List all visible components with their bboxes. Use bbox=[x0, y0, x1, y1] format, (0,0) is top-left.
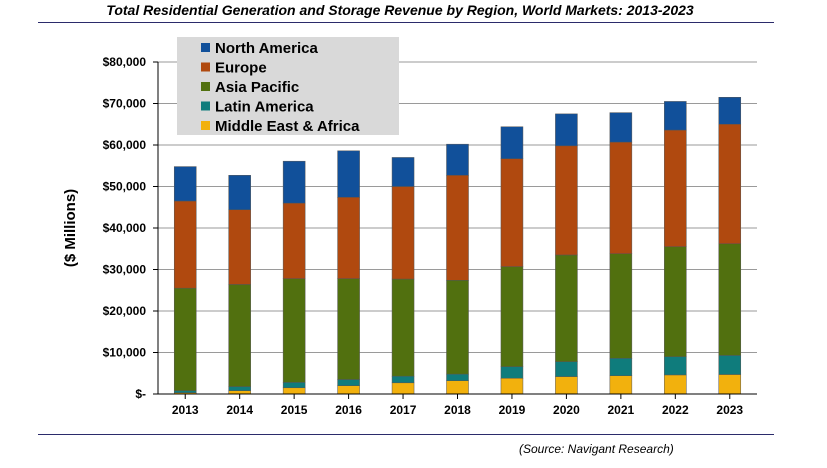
bar-segment bbox=[446, 380, 469, 395]
x-tick-label: 2021 bbox=[608, 403, 635, 417]
x-tick-label: 2019 bbox=[499, 403, 526, 417]
bar-segment bbox=[173, 390, 197, 394]
legend-box bbox=[177, 37, 399, 135]
x-tick-label: 2014 bbox=[226, 403, 253, 417]
bar-segment bbox=[555, 113, 578, 147]
x-tick-label: 2022 bbox=[662, 403, 689, 417]
bar-segment bbox=[282, 387, 306, 395]
bar-segment bbox=[391, 186, 415, 280]
bar-segment bbox=[391, 382, 415, 395]
y-tick-label: $20,000 bbox=[103, 304, 147, 318]
footer-rule bbox=[38, 434, 774, 435]
bar-segment bbox=[500, 377, 524, 395]
source-note: (Source: Navigant Research) bbox=[519, 442, 674, 456]
y-tick-label: $10,000 bbox=[103, 346, 147, 360]
y-tick-label: $40,000 bbox=[103, 221, 147, 235]
bar-segment bbox=[282, 278, 306, 383]
bar-segment bbox=[446, 280, 469, 375]
bar-segment bbox=[337, 379, 360, 386]
legend-swatch bbox=[201, 82, 210, 91]
x-tick-label: 2023 bbox=[716, 403, 743, 417]
bar-segment bbox=[555, 361, 578, 377]
bar-segment bbox=[446, 143, 469, 176]
bar-segment bbox=[391, 157, 415, 187]
bar-segment bbox=[228, 209, 251, 285]
bar-segment bbox=[282, 382, 306, 389]
x-tick-label: 2013 bbox=[172, 403, 199, 417]
x-tick-label: 2018 bbox=[444, 403, 471, 417]
bar-segment bbox=[718, 124, 742, 245]
bar-segment bbox=[173, 287, 197, 391]
bar-segment bbox=[718, 243, 742, 356]
bar-segment bbox=[718, 355, 742, 375]
y-tick-label: $80,000 bbox=[103, 55, 147, 69]
axes bbox=[153, 61, 757, 399]
bars bbox=[173, 97, 742, 395]
x-tick-label: 2017 bbox=[390, 403, 417, 417]
y-tick-label: $60,000 bbox=[103, 138, 147, 152]
legend-entry: Europe bbox=[215, 60, 267, 77]
bar-segment bbox=[337, 150, 360, 198]
y-tick-label: $50,000 bbox=[103, 180, 147, 194]
legend-swatch bbox=[201, 121, 210, 130]
bar-segment bbox=[664, 101, 687, 131]
y-tick-label: $30,000 bbox=[103, 263, 147, 277]
bar-segment bbox=[446, 175, 469, 281]
legend-entry: North America bbox=[215, 40, 318, 57]
bar-segment bbox=[228, 175, 251, 210]
y-tick-labels: $- $10,000 $20,000 $30,000 $40,000 $50,000 $60… bbox=[103, 55, 147, 401]
bar-segment bbox=[337, 278, 360, 380]
bar-segment bbox=[228, 284, 251, 387]
bar-segment bbox=[446, 373, 469, 381]
bar-segment bbox=[609, 141, 633, 254]
bar-segment bbox=[664, 356, 687, 376]
bar-segment bbox=[337, 385, 360, 395]
legend-entry: Asia Pacific bbox=[215, 79, 299, 96]
x-tick-label: 2015 bbox=[281, 403, 308, 417]
bar-segment bbox=[609, 112, 633, 143]
bar-segment bbox=[391, 278, 415, 377]
bar-segment bbox=[664, 374, 687, 395]
bar-segment bbox=[500, 126, 524, 159]
x-tick-label: 2016 bbox=[335, 403, 362, 417]
bar-segment bbox=[282, 160, 306, 204]
bar-segment bbox=[609, 375, 633, 395]
bar-segment bbox=[718, 374, 742, 395]
legend-entry: Middle East & Africa bbox=[215, 118, 360, 135]
bar-segment bbox=[609, 253, 633, 359]
bar-segment bbox=[173, 166, 197, 202]
y-tick-label: $- bbox=[135, 387, 146, 401]
bar-segment bbox=[555, 376, 578, 395]
bar-segment bbox=[173, 200, 197, 289]
bar-segment bbox=[391, 375, 415, 384]
bar-segment bbox=[282, 202, 306, 279]
legend-swatch bbox=[201, 43, 210, 52]
bar-segment bbox=[228, 386, 251, 391]
legend-swatch bbox=[201, 62, 210, 72]
x-tick-label: 2020 bbox=[553, 403, 580, 417]
bar-segment bbox=[337, 197, 360, 279]
chart-title: Total Residential Generation and Storage… bbox=[106, 2, 694, 18]
bar-segment bbox=[500, 366, 524, 379]
bar-segment bbox=[718, 97, 742, 125]
bar-segment bbox=[609, 358, 633, 376]
bar-segment bbox=[664, 129, 687, 247]
bar-segment bbox=[664, 246, 687, 357]
bar-segment bbox=[500, 266, 524, 367]
bar-segment bbox=[555, 145, 578, 256]
y-axis-label: ($ Millions) bbox=[62, 189, 79, 267]
x-tick-labels: 2013 2014 2015 2016 2017 2018 2019 2020 2021 2022… bbox=[172, 403, 744, 417]
legend-swatch bbox=[201, 101, 210, 111]
title-rule bbox=[38, 22, 774, 23]
bar-segment bbox=[500, 158, 524, 267]
bar-segment bbox=[555, 254, 578, 362]
legend: North America Europe Asia Pacific Latin Ame… bbox=[177, 37, 399, 135]
legend-entry: Latin America bbox=[215, 99, 314, 116]
y-tick-label: $70,000 bbox=[103, 97, 147, 111]
